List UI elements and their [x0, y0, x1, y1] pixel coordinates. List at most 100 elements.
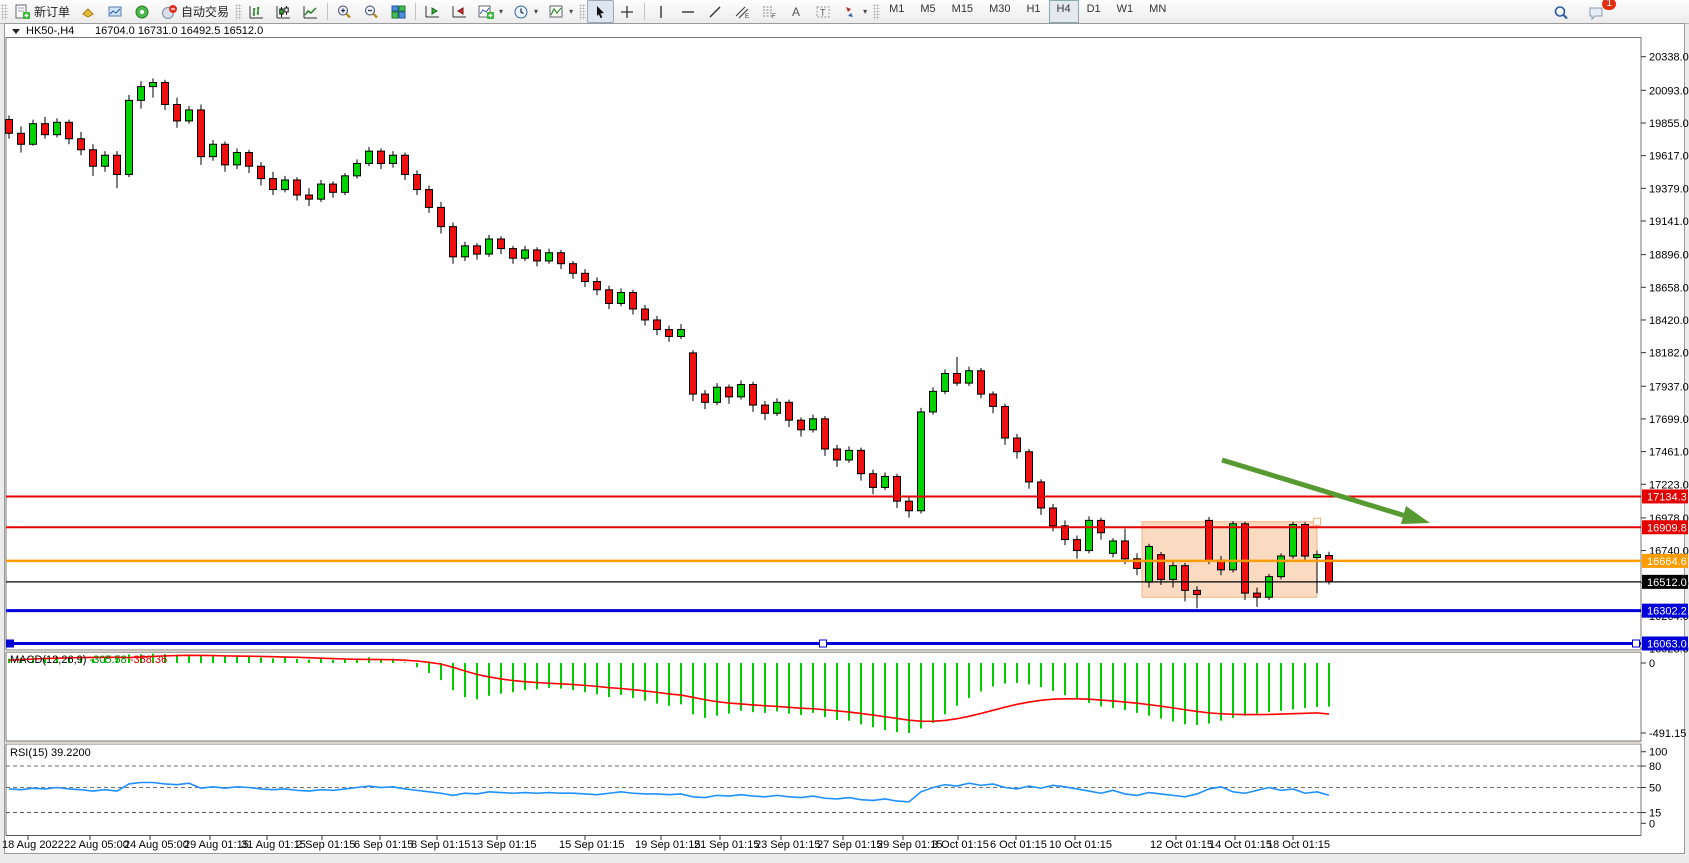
candle-body-down	[869, 473, 877, 488]
line-handle[interactable]	[6, 639, 14, 648]
candle-body-down	[989, 393, 997, 407]
time-tick-label: 18 Oct 01:15	[1267, 839, 1330, 851]
line-handle[interactable]	[819, 639, 827, 648]
line-handle[interactable]	[1632, 639, 1640, 648]
chart-shift-button[interactable]	[446, 0, 473, 23]
candle-body-up	[209, 143, 217, 158]
arrows-tool-button[interactable]: ▾	[837, 0, 872, 23]
pane-splitter[interactable]	[6, 741, 1641, 744]
new-order-button[interactable]: 新订单	[9, 0, 75, 23]
candle-body-down	[509, 248, 517, 259]
candle-body-down	[1325, 555, 1333, 583]
candle-body-down	[557, 252, 565, 265]
macd-pane[interactable]	[5, 652, 1642, 742]
rsi-pane[interactable]	[5, 743, 1642, 836]
rsi-axis-label: 100	[1649, 747, 1667, 759]
rsi-axis-label: 80	[1649, 761, 1661, 773]
trend-arrow[interactable]	[1221, 457, 1410, 520]
candle-body-up	[917, 411, 925, 512]
indicators-button[interactable]: ▾	[473, 0, 508, 23]
main-pane[interactable]	[5, 37, 1642, 651]
timeframe-button-H1[interactable]: H1	[1026, 3, 1041, 15]
timeframe-button-W1[interactable]: W1	[1116, 3, 1134, 15]
metaeditor-button[interactable]	[75, 0, 102, 23]
templates-button[interactable]: ▾	[543, 0, 578, 23]
time-tick-label: 6 Oct 01:15	[990, 839, 1047, 851]
candle-body-up	[545, 252, 553, 262]
periods-button[interactable]: ▾	[508, 0, 543, 23]
toolbar-grip[interactable]	[1, 3, 8, 20]
candle-body-up	[281, 179, 289, 191]
signals-button[interactable]	[129, 0, 156, 23]
candle-body-up	[1265, 576, 1273, 598]
notifications-button[interactable]: 1	[1583, 0, 1616, 24]
price-badge-label: 16512.0	[1647, 577, 1687, 589]
pane-splitter[interactable]	[6, 650, 1641, 653]
candle-body-down	[17, 132, 25, 145]
trend-arrow-head[interactable]	[1401, 506, 1430, 525]
zoom-in-button[interactable]	[331, 0, 358, 23]
price-tick-label: 17699.0	[1649, 414, 1689, 426]
market-watch-button[interactable]	[102, 0, 129, 23]
toolbar-grip[interactable]	[579, 3, 587, 20]
candle-body-up	[365, 150, 373, 164]
timeframe-button-M5[interactable]: M5	[920, 3, 936, 15]
zoom-out-button[interactable]	[358, 0, 385, 23]
candle-body-down	[581, 272, 589, 283]
cursor-icon	[597, 5, 605, 18]
timeframe-button-M15[interactable]: M15	[951, 3, 974, 15]
tile-windows-button[interactable]	[385, 0, 412, 23]
line-chart-mode-button[interactable]	[297, 0, 324, 23]
candle-body-up	[353, 162, 361, 177]
crosshair-tool-button[interactable]	[614, 0, 641, 23]
fibonacci-tool-button[interactable]: F	[756, 0, 783, 23]
zoom-out-icon	[365, 5, 378, 18]
candle-body-down	[77, 138, 85, 151]
candlestick-mode-button[interactable]	[270, 0, 297, 23]
candlestick-mode-icon	[276, 5, 291, 18]
price-tick-label: 18658.0	[1649, 282, 1689, 294]
candle-body-up	[941, 373, 949, 392]
candle-body-down	[1241, 523, 1249, 594]
templates-icon	[549, 5, 563, 17]
candle-body-down	[665, 329, 673, 337]
timeframe-button-MN[interactable]: MN	[1149, 3, 1167, 15]
timeframe-button-M1[interactable]: M1	[889, 3, 905, 15]
timeframe-button-H4[interactable]: H4	[1048, 0, 1079, 23]
horizontal-line-tool-button[interactable]	[675, 0, 702, 23]
time-tick-label: 21 Sep 01:15	[694, 839, 759, 851]
candle-body-down	[293, 179, 301, 196]
timeframe-button-D1[interactable]: D1	[1086, 3, 1101, 15]
symbol-dropdown-icon[interactable]	[12, 29, 20, 34]
cursor-tool-button[interactable]	[587, 0, 615, 23]
candle-body-down	[761, 404, 769, 414]
text-label-tool-button[interactable]: T	[810, 0, 837, 23]
trendline-icon	[709, 6, 721, 17]
candle-body-down	[1001, 405, 1009, 439]
timeframe-button-M30[interactable]: M30	[989, 3, 1011, 15]
candle-body-down	[449, 226, 457, 258]
vertical-line-tool-button[interactable]	[648, 0, 675, 23]
macd-axis-label: 0	[1649, 658, 1655, 670]
time-tick-label: 23 Sep 01:15	[755, 839, 820, 851]
channel-tool-button[interactable]: E	[729, 0, 756, 23]
autotrading-button[interactable]: 自动交易	[156, 0, 234, 23]
trendline-tool-button[interactable]	[702, 0, 729, 23]
vertical-line-icon	[660, 5, 662, 18]
price-tick-label: 19855.0	[1649, 118, 1689, 130]
toolbar-grip[interactable]	[873, 3, 881, 20]
autoscroll-button[interactable]	[419, 0, 446, 23]
candle-body-up	[1229, 523, 1237, 571]
time-tick-label: 22 Aug 05:00	[64, 839, 129, 851]
bar-chart-mode-button[interactable]	[243, 0, 270, 23]
candle-body-down	[977, 370, 985, 395]
candle-body-up	[125, 99, 133, 175]
candle-body-up	[737, 383, 745, 398]
candle-body-down	[701, 393, 709, 403]
text-tool-button[interactable]: A	[783, 0, 810, 23]
toolbar-grip[interactable]	[235, 3, 243, 20]
rectangle-handle[interactable]	[1313, 517, 1321, 526]
search-button[interactable]	[1548, 1, 1575, 24]
signals-icon	[135, 5, 149, 18]
